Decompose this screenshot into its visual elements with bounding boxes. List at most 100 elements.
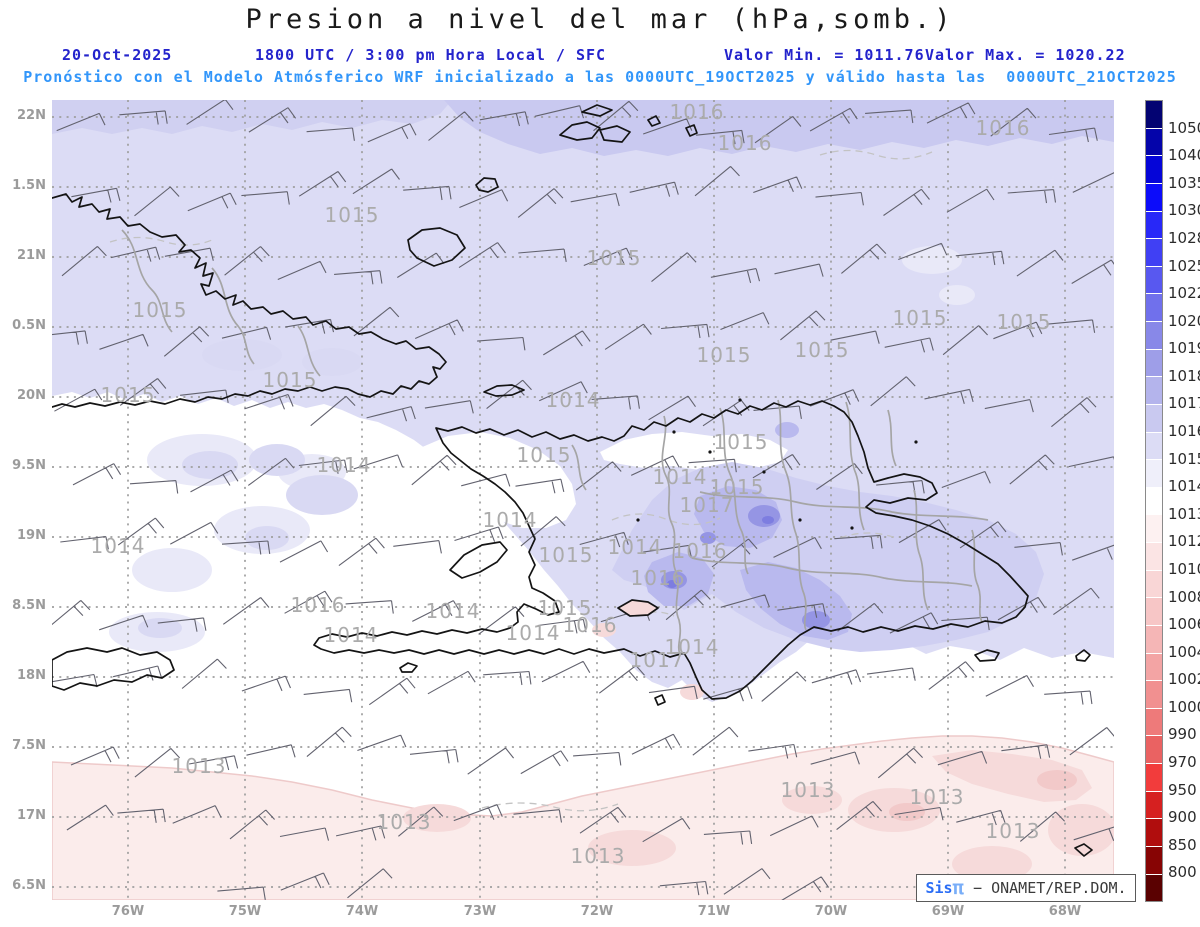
saona-island — [974, 649, 1000, 662]
lon-axis-label: 68W — [1048, 904, 1082, 919]
latitude-axis: 22N 1.5N 21N 0.5N 20N 9.5N 19N 8.5N 18N 7.5N 17N 6.… — [0, 0, 50, 927]
wind-barb-glyphs — [52, 100, 1114, 900]
lat-axis-label: 7.5N — [12, 738, 46, 753]
colorbar-segment — [1146, 294, 1162, 322]
lon-axis-label: 73W — [463, 904, 497, 919]
graticule — [52, 100, 1114, 900]
hispaniola-coastline — [313, 400, 1029, 700]
colorbar-label: 1022 — [1168, 284, 1200, 303]
colorbar-label: 950 — [1168, 780, 1197, 799]
colorbar-label: 1008 — [1168, 587, 1200, 606]
colorbar-labels: 1050 1040 1035 1030 1028 1025 1022 1020 1019 1018… — [1168, 100, 1200, 900]
colorbar-segment — [1146, 128, 1162, 157]
lat-axis-label: 20N — [17, 388, 46, 403]
colorbar-label: 1002 — [1168, 670, 1200, 689]
colorbar-segment — [1146, 708, 1162, 737]
cuba-coastline — [52, 193, 447, 408]
colorbar-label: 1014 — [1168, 477, 1200, 496]
colorbar-segment — [1146, 211, 1162, 240]
haiti-dr-border — [661, 415, 682, 655]
colorbar-label: 850 — [1168, 835, 1197, 854]
colorbar-segment — [1146, 183, 1162, 212]
shade-1012-1013-band — [52, 735, 1114, 900]
tortue-island — [483, 384, 525, 397]
colorbar-label: 1019 — [1168, 339, 1200, 358]
subtitle-time: 1800 UTC / 3:00 pm Hora Local / SFC — [255, 46, 607, 64]
wind-barbs — [52, 100, 1114, 900]
colorbar-segment — [1146, 349, 1162, 378]
colorbar-segment — [1146, 101, 1162, 129]
mayaguana-island — [581, 104, 613, 117]
lon-axis-label: 69W — [931, 904, 965, 919]
beata-island — [654, 694, 666, 706]
lat-axis-label: 0.5N — [12, 318, 46, 333]
turks-caicos-islands — [559, 115, 698, 143]
colorbar-label: 1006 — [1168, 615, 1200, 634]
colorbar-segment — [1146, 819, 1162, 847]
lat-axis-label: 17N — [17, 808, 46, 823]
shade-cuba-hills — [138, 339, 362, 638]
colorbar-segment — [1146, 156, 1162, 184]
colorbar-segment — [1146, 432, 1162, 461]
enriquillo-lake — [617, 599, 659, 617]
colorbar-segment — [1146, 377, 1162, 405]
colorbar-segment — [1146, 764, 1162, 792]
colorbar-segment — [1146, 239, 1162, 267]
colorbar-label: 1004 — [1168, 642, 1200, 661]
colorbar-label: 1012 — [1168, 532, 1200, 551]
colorbar-segment — [1146, 598, 1162, 626]
lat-axis-label: 8.5N — [12, 598, 46, 613]
lat-axis-label: 18N — [17, 668, 46, 683]
province-borders — [121, 229, 989, 655]
lon-axis-label: 74W — [345, 904, 379, 919]
attribution-box: Sis π − ONAMET/REP.DOM. — [916, 874, 1136, 902]
colorbar-label: 990 — [1168, 725, 1197, 744]
colorbar-label: 1017 — [1168, 394, 1200, 413]
colorbar-segment — [1146, 874, 1162, 902]
jamaica-coastline — [52, 647, 175, 691]
lat-axis-label: 6.5N — [12, 878, 46, 893]
colorbar-segment — [1146, 653, 1162, 682]
colorbar-segment — [1146, 404, 1162, 433]
lon-axis-label: 71W — [697, 904, 731, 919]
colorbar-label: 1040 — [1168, 146, 1200, 165]
shade-deep-pink-spots — [889, 770, 1077, 821]
station-dots — [636, 398, 918, 530]
great-inagua — [407, 227, 466, 267]
colorbar-label: 1030 — [1168, 201, 1200, 220]
mona-island — [1075, 649, 1091, 662]
lat-axis-label: 22N — [17, 108, 46, 123]
small-cays — [1074, 843, 1093, 857]
colorbar-segment — [1146, 487, 1162, 516]
colorbar-label: 1015 — [1168, 449, 1200, 468]
colorbar-label: 1018 — [1168, 366, 1200, 385]
colorbar-label: 1010 — [1168, 559, 1200, 578]
lon-axis-label: 75W — [228, 904, 262, 919]
colorbar-label: 1013 — [1168, 504, 1200, 523]
ile-a-vache — [399, 662, 418, 673]
subtitle-model-line: Pronóstico con el Modelo Atmósferico WRF… — [23, 68, 1177, 86]
colorbar-segment — [1146, 791, 1162, 820]
shade-topleft — [52, 100, 452, 134]
longitude-axis: 76W 75W 74W 73W 72W 71W 70W 69W 68W — [0, 904, 1200, 924]
lat-axis-label: 19N — [17, 528, 46, 543]
lat-axis-label: 21N — [17, 248, 46, 263]
page-title: Presion a nivel del mar (hPa,somb.) — [245, 4, 955, 35]
lat-axis-label: 9.5N — [12, 458, 46, 473]
colorbar-label: 1035 — [1168, 173, 1200, 192]
colorbar-label: 900 — [1168, 808, 1197, 827]
subtitle-valor-min: Valor Min. = 1011.76 — [724, 46, 925, 64]
subtitle-valor-max: Valor Max. = 1020.22 — [925, 46, 1126, 64]
colorbar-segment — [1146, 543, 1162, 571]
pressure-field-map — [52, 100, 1114, 900]
shade-1010-1012-blobs — [403, 600, 1114, 882]
attribution-text: − ONAMET/REP.DOM. — [963, 879, 1127, 897]
weather-map: 1016 1016 1016 1015 1015 1015 1015 1015 1015 1015… — [52, 100, 1114, 900]
colorbar-segment — [1146, 625, 1162, 654]
colorbar-segment — [1146, 846, 1162, 875]
lon-axis-label: 70W — [814, 904, 848, 919]
colorbar — [1145, 100, 1163, 902]
colorbar-label: 1050 — [1168, 118, 1200, 137]
subtitle-date: 20-Oct-2025 — [62, 46, 173, 64]
